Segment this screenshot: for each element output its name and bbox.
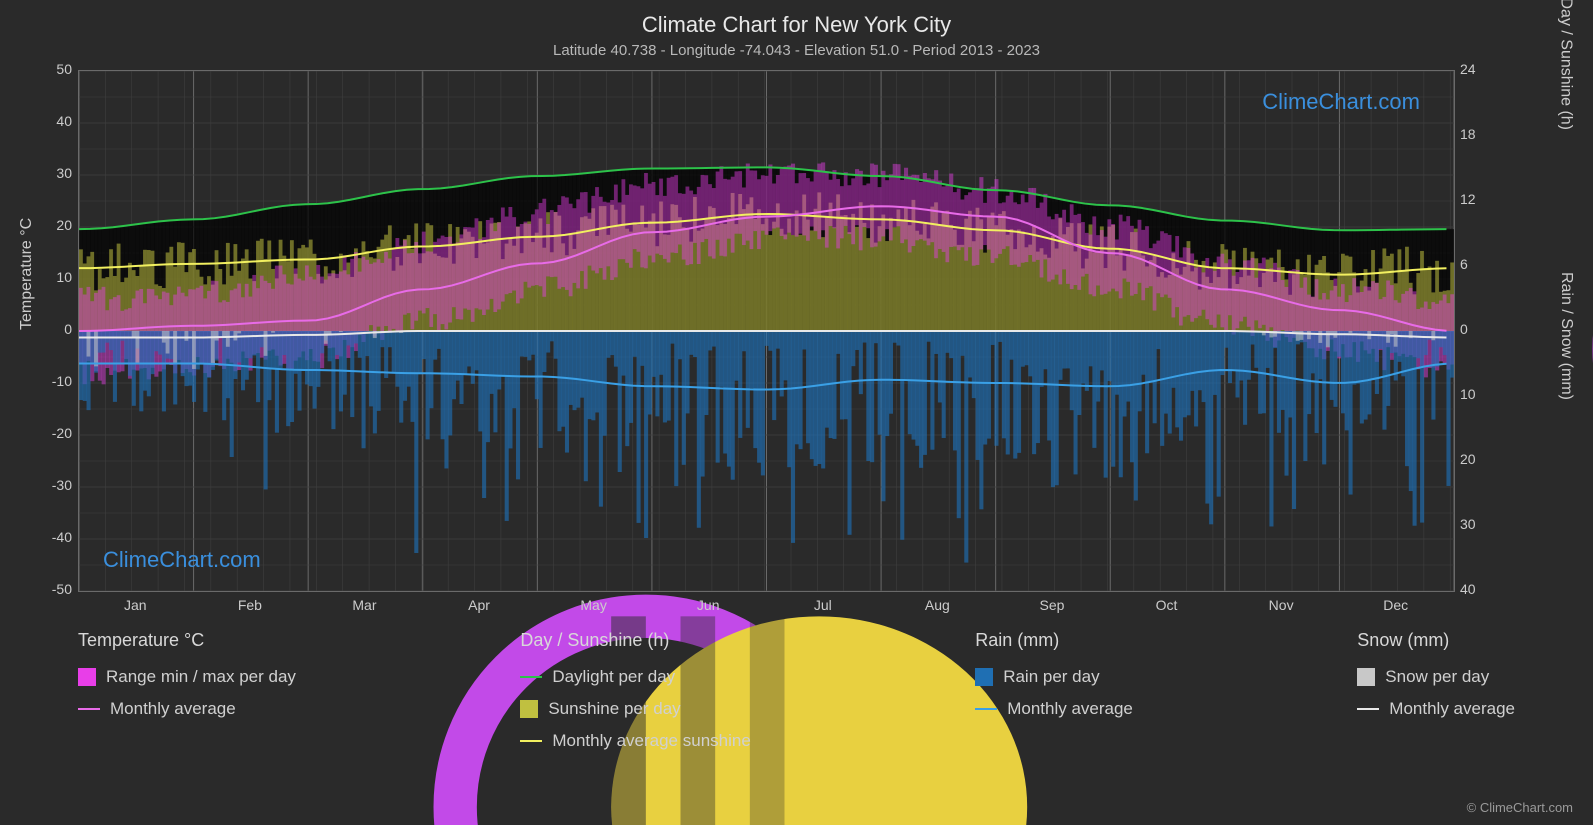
right-bot-tick: 20 — [1460, 451, 1510, 467]
month-tick: Nov — [1241, 597, 1321, 613]
month-tick: Oct — [1127, 597, 1207, 613]
legend: Temperature °C Range min / max per day Mo… — [78, 630, 1515, 751]
watermark-top: ClimeChart.com — [1256, 89, 1420, 115]
legend-item: Monthly average — [1357, 699, 1515, 719]
legend-line-icon — [520, 740, 542, 742]
legend-label: Monthly average — [110, 699, 236, 719]
legend-swatch — [78, 668, 96, 686]
legend-line-icon — [1357, 708, 1379, 710]
right-top-tick: 6 — [1460, 256, 1510, 272]
left-tick: 20 — [22, 217, 72, 233]
legend-label: Daylight per day — [552, 667, 675, 687]
legend-rain: Rain (mm) Rain per day Monthly average — [975, 630, 1133, 751]
watermark-bottom: ClimeChart.com — [97, 547, 261, 573]
legend-day-sunshine: Day / Sunshine (h) Daylight per day Sunsh… — [520, 630, 750, 751]
month-tick: May — [554, 597, 634, 613]
month-tick: Jun — [668, 597, 748, 613]
legend-item: Range min / max per day — [78, 667, 296, 687]
left-tick: -30 — [22, 477, 72, 493]
legend-item: Rain per day — [975, 667, 1133, 687]
month-tick: Dec — [1356, 597, 1436, 613]
month-tick: Feb — [210, 597, 290, 613]
left-tick: 10 — [22, 269, 72, 285]
legend-line-icon — [975, 708, 997, 710]
legend-item: Snow per day — [1357, 667, 1515, 687]
legend-swatch — [1357, 668, 1375, 686]
legend-line-icon — [78, 708, 100, 710]
right-bot-tick: 40 — [1460, 581, 1510, 597]
right-top-tick: 18 — [1460, 126, 1510, 142]
right-top-tick: 24 — [1460, 61, 1510, 77]
month-tick: Jul — [783, 597, 863, 613]
month-tick: Aug — [897, 597, 977, 613]
legend-label: Sunshine per day — [548, 699, 680, 719]
month-tick: Apr — [439, 597, 519, 613]
left-tick: 50 — [22, 61, 72, 77]
legend-item: Daylight per day — [520, 667, 750, 687]
legend-line-icon — [520, 676, 542, 678]
legend-item: Monthly average — [78, 699, 296, 719]
plot-svg — [79, 71, 1454, 591]
legend-swatch — [520, 700, 538, 718]
legend-heading: Rain (mm) — [975, 630, 1133, 651]
legend-label: Range min / max per day — [106, 667, 296, 687]
right-bot-tick: 30 — [1460, 516, 1510, 532]
right-top-tick: 12 — [1460, 191, 1510, 207]
left-tick: 30 — [22, 165, 72, 181]
legend-label: Rain per day — [1003, 667, 1099, 687]
legend-label: Monthly average — [1007, 699, 1133, 719]
legend-temperature: Temperature °C Range min / max per day Mo… — [78, 630, 296, 751]
left-tick: 0 — [22, 321, 72, 337]
legend-item: Sunshine per day — [520, 699, 750, 719]
legend-heading: Snow (mm) — [1357, 630, 1515, 651]
legend-item: Monthly average — [975, 699, 1133, 719]
legend-label: Monthly average sunshine — [552, 731, 750, 751]
plot-area: ClimeChart.com ClimeChart.com — [78, 70, 1455, 592]
month-tick: Sep — [1012, 597, 1092, 613]
legend-label: Snow per day — [1385, 667, 1489, 687]
legend-label: Monthly average — [1389, 699, 1515, 719]
left-tick: -20 — [22, 425, 72, 441]
left-tick: 40 — [22, 113, 72, 129]
legend-snow: Snow (mm) Snow per day Monthly average — [1357, 630, 1515, 751]
right-bot-tick: 10 — [1460, 386, 1510, 402]
chart-title: Climate Chart for New York City — [0, 12, 1593, 38]
right-top-tick: 0 — [1460, 321, 1510, 337]
month-tick: Mar — [324, 597, 404, 613]
chart-subtitle: Latitude 40.738 - Longitude -74.043 - El… — [0, 42, 1593, 59]
left-tick: -10 — [22, 373, 72, 389]
left-tick: -40 — [22, 529, 72, 545]
legend-heading: Day / Sunshine (h) — [520, 630, 750, 651]
footer-copyright: © ClimeChart.com — [1467, 800, 1573, 815]
month-tick: Jan — [95, 597, 175, 613]
climate-chart-container: Climate Chart for New York City Latitude… — [0, 0, 1593, 825]
legend-heading: Temperature °C — [78, 630, 296, 651]
legend-swatch — [975, 668, 993, 686]
legend-item: Monthly average sunshine — [520, 731, 750, 751]
left-tick: -50 — [22, 581, 72, 597]
